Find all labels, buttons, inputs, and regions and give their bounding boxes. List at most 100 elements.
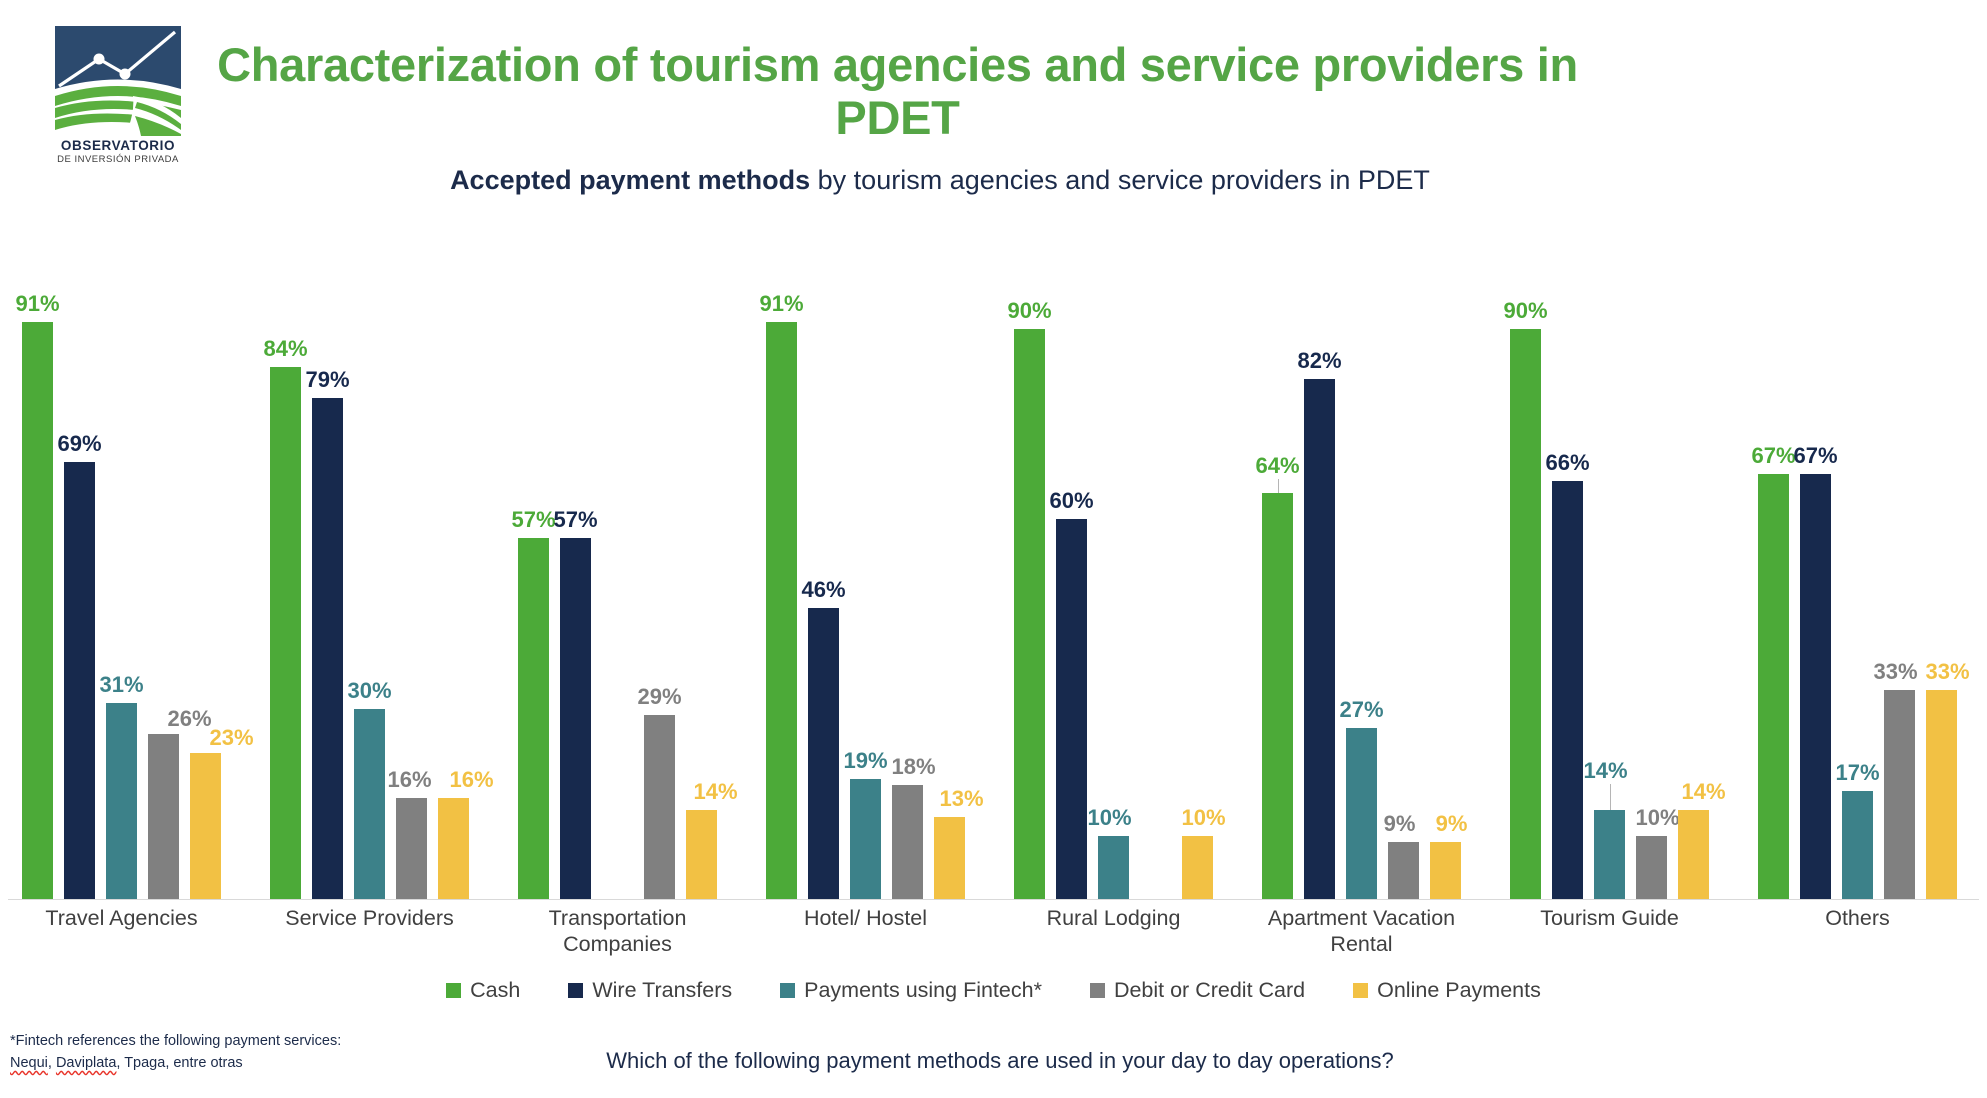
bar-online[interactable]: 13% (934, 259, 984, 899)
bar-wire[interactable]: 46% (801, 259, 846, 899)
chart-subtitle: Accepted payment methods by tourism agen… (120, 163, 1760, 197)
bar-rect[interactable] (560, 537, 591, 899)
bar-debit[interactable]: 10% (1635, 259, 1680, 899)
bar-fintech[interactable]: 31% (99, 259, 144, 899)
bar-rect[interactable] (644, 715, 675, 899)
bar-rect[interactable] (1926, 689, 1957, 899)
bar-rect[interactable] (766, 322, 797, 899)
bar-rect[interactable] (64, 461, 95, 899)
bar-online[interactable]: 10% (1181, 259, 1226, 899)
legend-item-3[interactable]: Debit or Credit Card (1089, 978, 1305, 1002)
bar-wire[interactable]: 67% (1793, 259, 1838, 899)
bar-cash[interactable]: 90% (1007, 259, 1052, 899)
bar-rect[interactable] (1346, 727, 1377, 899)
legend-item-4[interactable]: Online Payments (1353, 978, 1541, 1002)
bar-cash[interactable]: 90% (1503, 259, 1548, 899)
x-axis-label-1: Service Providers (285, 906, 454, 930)
bar-rect[interactable] (106, 702, 137, 899)
bar-rect[interactable] (190, 753, 221, 899)
observatory-logo: OBSERVATORIO DE INVERSIÓN PRIVADA (55, 26, 181, 166)
bar-fintech[interactable] (602, 259, 633, 899)
bar-cash[interactable]: 91% (15, 259, 60, 899)
bar-wire[interactable]: 69% (57, 259, 102, 899)
bar-rect[interactable] (1510, 328, 1541, 899)
bar-value-label: 27% (1339, 696, 1384, 722)
bar-debit[interactable]: 18% (891, 259, 936, 899)
bar-debit[interactable] (1140, 259, 1171, 899)
bar-cash[interactable]: 91% (759, 259, 804, 899)
bar-rect[interactable] (686, 810, 717, 899)
bar-value-label: 33% (1925, 658, 1970, 684)
bar-wire[interactable]: 79% (305, 259, 350, 899)
legend-item-0[interactable]: Cash (446, 978, 520, 1002)
bar-value-label: 10% (1635, 804, 1680, 830)
bar-rect[interactable] (1842, 791, 1873, 899)
bar-wire[interactable]: 82% (1297, 259, 1342, 899)
observatory-logo-wordmark: OBSERVATORIO DE INVERSIÓN PRIVADA (55, 138, 181, 166)
bar-rect[interactable] (354, 708, 385, 899)
bar-debit[interactable]: 29% (637, 259, 682, 899)
chart-legend: Cash Wire Transfers Payments using Fintech… (0, 978, 1987, 1002)
bar-cash[interactable]: 64% (1255, 259, 1300, 899)
bar-wire[interactable]: 60% (1049, 259, 1094, 899)
bar-rect[interactable] (934, 816, 965, 899)
bar-rect[interactable] (1884, 689, 1915, 899)
bar-rect[interactable] (1594, 810, 1625, 899)
bar-rect[interactable] (1056, 518, 1087, 899)
bar-rect[interactable] (438, 797, 469, 899)
bar-rect[interactable] (396, 797, 427, 899)
bar-fintech[interactable]: 30% (347, 259, 392, 899)
legend-item-1[interactable]: Wire Transfers (568, 978, 732, 1002)
bar-fintech[interactable]: 19% (843, 259, 888, 899)
bar-online[interactable]: 33% (1925, 259, 1970, 899)
bar-value-label: 16% (387, 766, 432, 792)
bar-group-bars: 90% 66% 14% 10% 14% (1503, 259, 1726, 899)
bar-rect[interactable] (518, 537, 549, 899)
bar-rect[interactable] (1014, 328, 1045, 899)
bar-rect[interactable] (1552, 480, 1583, 899)
bar-online[interactable]: 16% (438, 259, 494, 899)
bar-rect[interactable] (1388, 841, 1419, 899)
bar-fintech[interactable]: 27% (1339, 259, 1384, 899)
bar-rect[interactable] (808, 607, 839, 899)
bar-rect[interactable] (892, 784, 923, 899)
bar-group-bars: 64% 82% 27% 9% 9% (1255, 259, 1467, 899)
bar-rect[interactable] (1304, 379, 1335, 899)
bar-value-label: 60% (1049, 487, 1094, 513)
bar-rect[interactable] (1098, 835, 1129, 899)
bar-value-label: 69% (57, 430, 102, 456)
bar-online[interactable]: 14% (1678, 259, 1726, 899)
bar-rect[interactable] (1800, 474, 1831, 899)
bar-value-label: 14% (693, 779, 738, 805)
bar-rect[interactable] (1758, 474, 1789, 899)
bar-rect[interactable] (1182, 835, 1213, 899)
bar-debit[interactable]: 16% (387, 259, 432, 899)
bar-rect[interactable] (148, 734, 179, 899)
bar-rect[interactable] (312, 398, 343, 899)
bar-cash[interactable]: 67% (1751, 259, 1796, 899)
bar-rect[interactable] (270, 366, 301, 899)
bar-online[interactable]: 23% (190, 259, 254, 899)
bar-rect[interactable] (22, 322, 53, 899)
bar-debit[interactable]: 26% (148, 259, 212, 899)
bar-fintech[interactable]: 14% (1583, 259, 1628, 899)
bar-cash[interactable]: 84% (263, 259, 308, 899)
bar-debit[interactable]: 33% (1873, 259, 1918, 899)
bar-rect[interactable] (1636, 835, 1667, 899)
legend-item-2[interactable]: Payments using Fintech* (780, 978, 1042, 1002)
bar-cash[interactable]: 57% (511, 259, 556, 899)
bar-online[interactable]: 9% (1430, 259, 1467, 899)
bar-value-label: 23% (209, 725, 254, 751)
bar-value-label: 29% (637, 684, 682, 710)
bar-rect[interactable] (1262, 493, 1293, 899)
bar-debit[interactable]: 9% (1384, 259, 1419, 899)
bar-wire[interactable]: 57% (553, 259, 598, 899)
bar-rect[interactable] (1678, 810, 1709, 899)
bar-fintech[interactable]: 10% (1087, 259, 1132, 899)
bar-fintech[interactable]: 17% (1835, 259, 1880, 899)
bar-online[interactable]: 14% (686, 259, 738, 899)
bar-value-label: 14% (1583, 758, 1628, 784)
bar-wire[interactable]: 66% (1545, 259, 1590, 899)
bar-rect[interactable] (850, 778, 881, 899)
bar-rect[interactable] (1430, 841, 1461, 899)
